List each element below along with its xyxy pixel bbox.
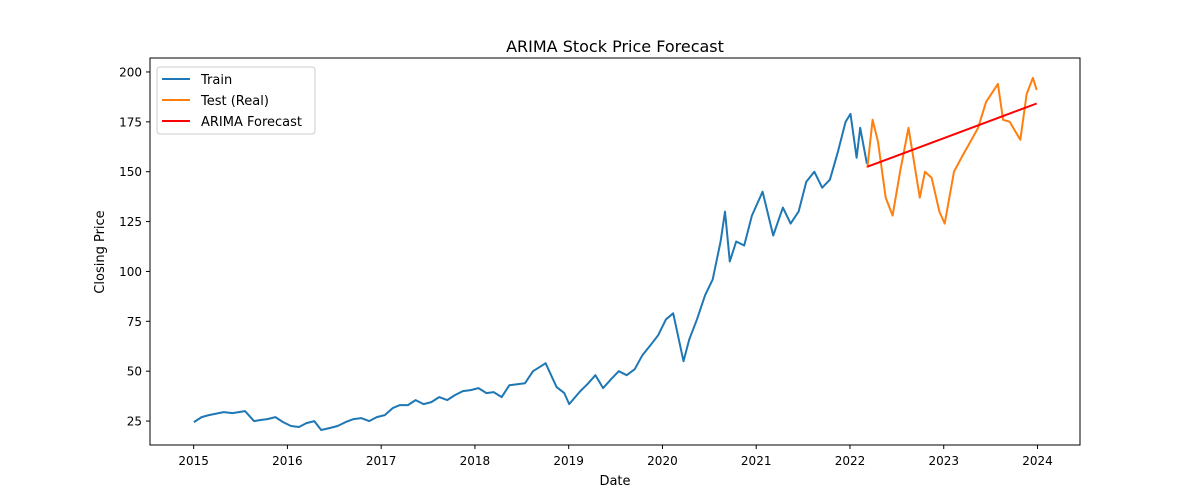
legend-label: ARIMA Forecast — [201, 115, 302, 130]
y-axis: 25 50 75 100 125 150 175 200 — [119, 65, 150, 429]
series-line-train — [193, 112, 868, 431]
x-tick-label: 2021 — [741, 454, 772, 468]
x-tick-label: 2020 — [647, 454, 678, 468]
x-tick-label: 2023 — [928, 454, 959, 468]
x-tick-label: 2019 — [553, 454, 584, 468]
legend-label: Train — [200, 73, 232, 88]
y-tick-label: 150 — [119, 165, 142, 179]
x-tick-label: 2016 — [272, 454, 303, 468]
y-tick-label: 125 — [119, 215, 142, 229]
x-tick-label: 2018 — [460, 454, 491, 468]
y-tick-label: 50 — [127, 365, 142, 379]
legend-box — [156, 66, 316, 135]
chart-title: ARIMA Stock Price Forecast — [506, 37, 724, 56]
series-layer — [193, 76, 1038, 431]
y-tick-label: 75 — [127, 315, 142, 329]
legend-label: Test (Real) — [200, 94, 269, 109]
y-tick-label: 200 — [119, 65, 142, 79]
x-tick-label: 2024 — [1022, 454, 1053, 468]
x-tick-label: 2015 — [178, 454, 209, 468]
y-tick-label: 175 — [119, 115, 142, 129]
x-axis: 2015 2016 2017 2018 2019 2020 2021 2022 2023 2024 — [178, 445, 1053, 468]
series-line-arima-forecast — [867, 102, 1038, 168]
y-tick-label: 100 — [119, 265, 142, 279]
series-line-test-real — [866, 76, 1038, 225]
x-tick-label: 2022 — [835, 454, 866, 468]
legend: Train Test (Real) ARIMA Forecast — [156, 66, 316, 135]
y-axis-label: Closing Price — [93, 210, 108, 293]
plot-frame — [149, 57, 1081, 446]
y-tick-label: 25 — [127, 415, 142, 429]
x-axis-label: Date — [599, 474, 630, 489]
x-tick-label: 2017 — [366, 454, 397, 468]
